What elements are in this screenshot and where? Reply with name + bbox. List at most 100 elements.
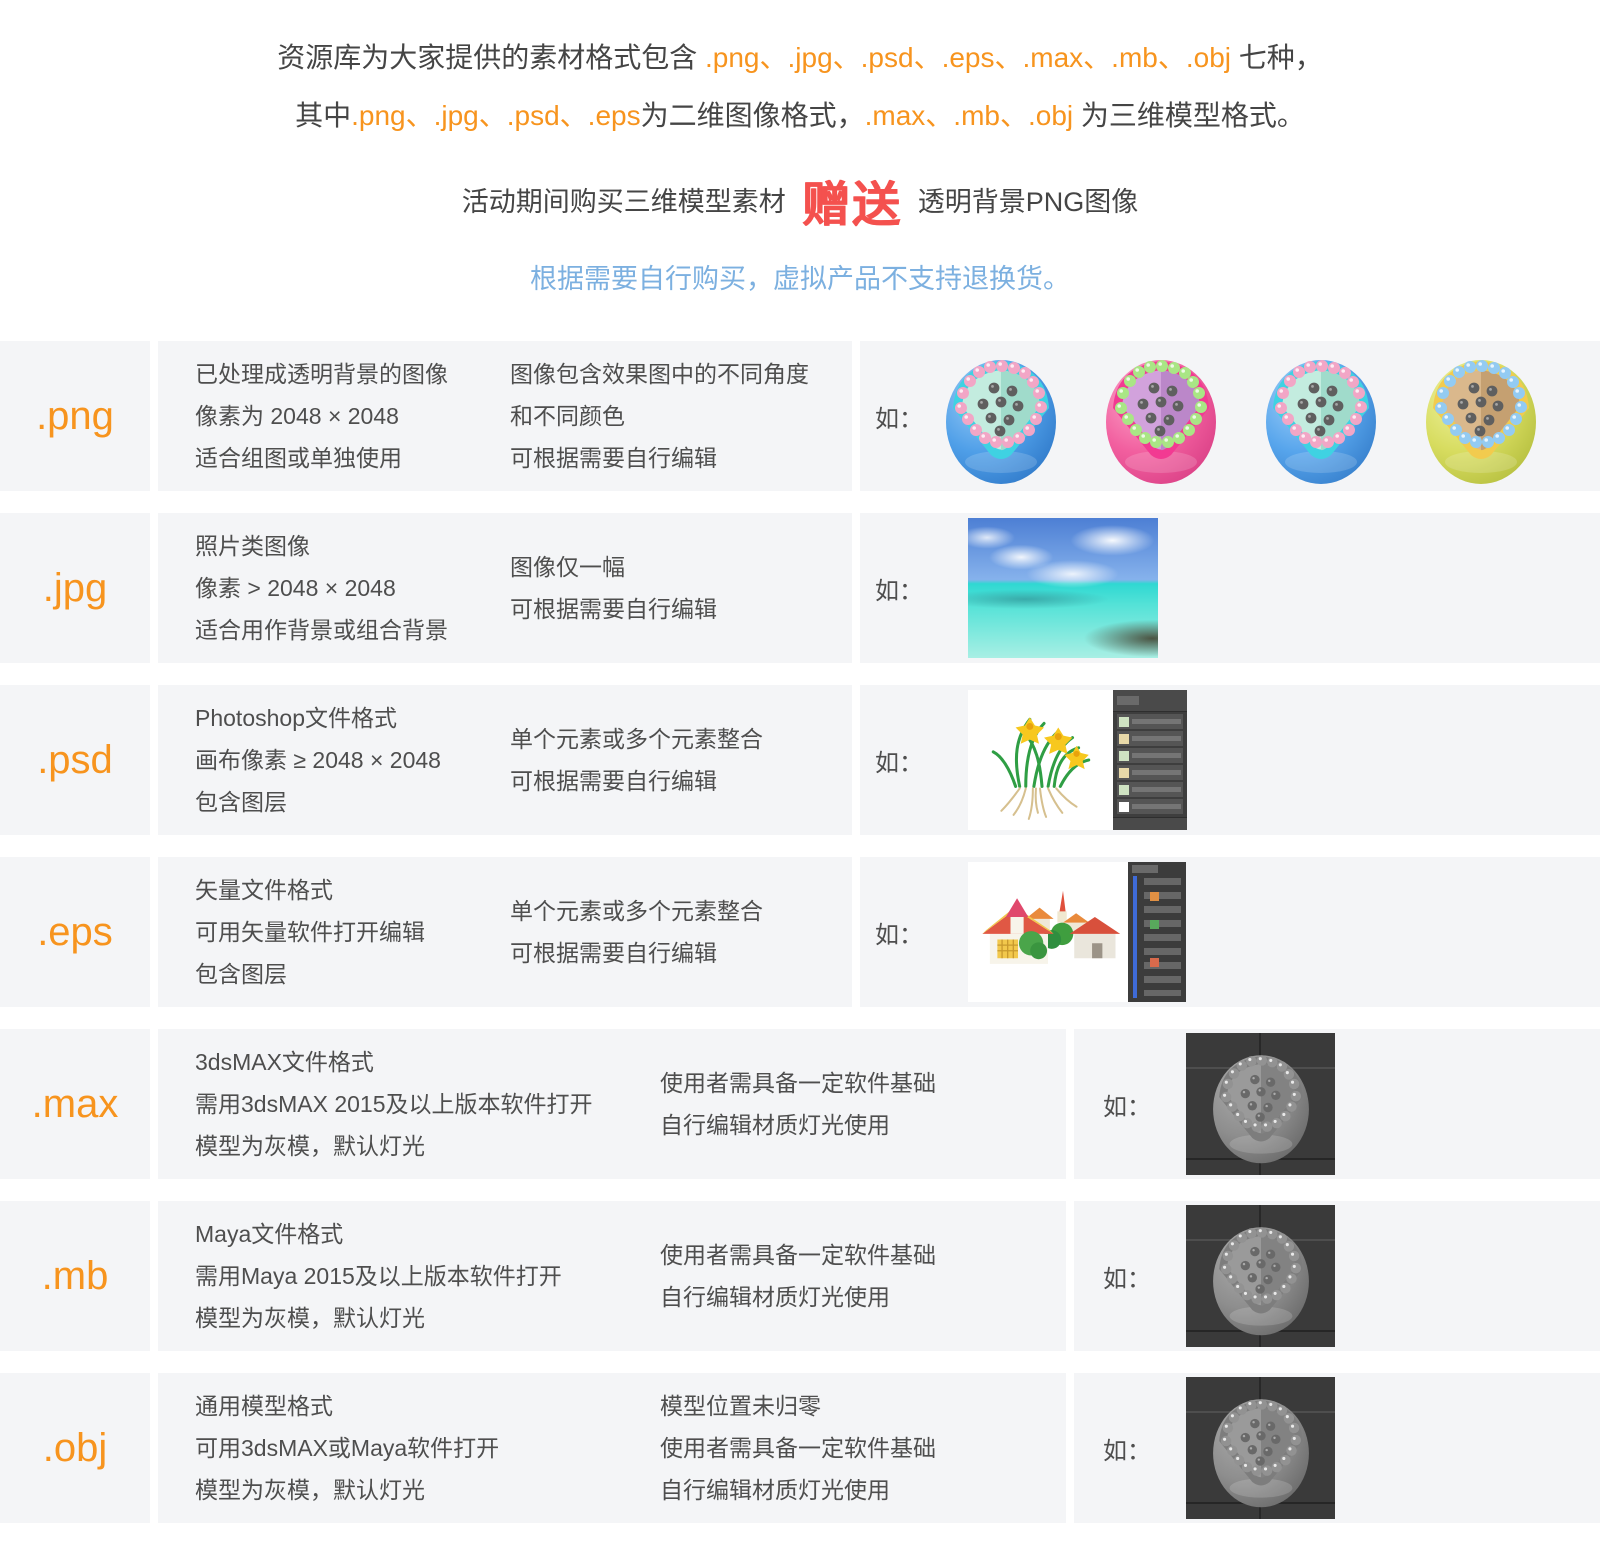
- obj-example-viewport: [1186, 1377, 1335, 1520]
- description-column-2: 图像仅一幅可根据需要自行编辑: [510, 546, 717, 630]
- panel-header: [1132, 865, 1158, 874]
- layer-row: [1117, 748, 1183, 764]
- jpg-example-beach-photo: [968, 518, 1158, 659]
- layer-thumbnail: [1119, 733, 1129, 744]
- format-row-jpg: .jpg 照片类图像 像素 > 2048 × 2048 适合用作背景或组合背景 图像…: [0, 513, 1600, 664]
- description-line: 已处理成透明背景的图像: [195, 361, 448, 388]
- layer-thumbnail: [1119, 801, 1129, 812]
- layer-row: [1117, 714, 1183, 730]
- format-description-cell: 通用模型格式 可用3dsMAX或Maya软件打开 模型为灰模，默认灯光 模型位置未归…: [158, 1373, 1066, 1524]
- description-line: 图像包含效果图中的不同角度: [510, 361, 809, 388]
- format-label-cell: .max: [0, 1029, 150, 1180]
- format-row-png: .png 已处理成透明背景的图像 像素为 2048 × 2048 适合组图或单独使用…: [0, 341, 1600, 492]
- description-line: 像素 > 2048 × 2048: [195, 575, 396, 602]
- layer-thumbnail: [1119, 716, 1129, 727]
- description-column-2: 使用者需具备一定软件基础 自行编辑材质灯光使用: [660, 1234, 936, 1318]
- format-row-psd: .psd Photoshop文件格式 画布像素 ≥ 2048 × 2048 包含图层…: [0, 685, 1600, 836]
- description-line: 自行编辑材质灯光使用: [660, 1477, 890, 1504]
- ball-image-blue-2: [1251, 346, 1391, 486]
- layer-name-bar: [1132, 787, 1181, 793]
- description-column-2: 模型位置未归零 使用者需具备一定软件基础 自行编辑材质灯光使用: [660, 1385, 936, 1511]
- promo-line: 活动期间购买三维模型素材 赠送 透明背景PNG图像: [0, 164, 1600, 234]
- eps-example-image: [968, 862, 1186, 1003]
- description-column-1: 已处理成透明背景的图像 像素为 2048 × 2048 适合组图或单独使用: [195, 353, 510, 479]
- format-label-cell: .jpg: [0, 513, 150, 664]
- description-line: 可根据需要自行编辑: [510, 596, 717, 623]
- description-line: 像素为 2048 × 2048: [195, 403, 399, 430]
- description-line: 模型位置未归零: [660, 1393, 821, 1420]
- format-name-mb: .mb: [41, 1253, 109, 1298]
- example-cell: 如：: [860, 685, 1600, 836]
- description-line: 矢量文件格式: [195, 877, 333, 904]
- description-line: 模型为灰模，默认灯光: [195, 1305, 425, 1332]
- promo-text-after: 透明背景PNG图像: [917, 186, 1139, 217]
- text-segment: 资源库为大家提供的素材格式包含: [277, 42, 705, 73]
- format-name-png: .png: [36, 393, 114, 438]
- description-line: 单个元素或多个元素整合: [510, 898, 763, 925]
- description-line: 可根据需要自行编辑: [510, 445, 717, 472]
- panel-footer: [1113, 817, 1187, 831]
- description-line: 可用3dsMAX或Maya软件打开: [195, 1435, 500, 1462]
- description-column-2: 单个元素或多个元素整合 可根据需要自行编辑: [510, 718, 763, 802]
- description-line: 通用模型格式: [195, 1393, 333, 1420]
- layer-name-bar: [1132, 736, 1181, 742]
- example-cell: 如：: [860, 513, 1600, 664]
- format-name-psd: .psd: [37, 737, 113, 782]
- layer-row: [1117, 731, 1183, 747]
- description-column-1: 矢量文件格式 可用矢量软件打开编辑 包含图层: [195, 869, 510, 995]
- format-description-cell: Maya文件格式需用Maya 2015及以上版本软件打开 模型为灰模，默认灯光 使…: [158, 1201, 1066, 1352]
- example-cell: 如：: [1074, 1029, 1600, 1180]
- format-name-obj: .obj: [42, 1425, 108, 1470]
- psd-example-image: [968, 690, 1187, 831]
- gift-badge: 赠送: [801, 179, 902, 233]
- description-line: 可根据需要自行编辑: [510, 940, 717, 967]
- ball-image-blue: [931, 346, 1071, 486]
- clay-model-render: [1200, 1215, 1322, 1337]
- layer-name-bar: [1132, 804, 1181, 810]
- description-line: Maya文件格式: [195, 1221, 344, 1248]
- description-column-1: 照片类图像 像素 > 2048 × 2048 适合用作背景或组合背景: [195, 525, 510, 651]
- description-line: 图像仅一幅: [510, 554, 625, 581]
- example-cell: 如：: [860, 341, 1600, 492]
- layer-thumbnail: [1119, 784, 1129, 795]
- format-name-jpg: .jpg: [42, 565, 108, 610]
- format-table: .png 已处理成透明背景的图像 像素为 2048 × 2048 适合组图或单独使用…: [0, 341, 1600, 1524]
- layer-thumbnail: [1150, 920, 1159, 930]
- layer-thumbnail: [1119, 750, 1129, 761]
- ball-image-yellow: [1411, 346, 1551, 486]
- format-name-max: .max: [31, 1081, 119, 1126]
- example-cell: 如：: [1074, 1373, 1600, 1524]
- example-label: 如：: [1103, 1265, 1151, 1293]
- description-column-2: 使用者需具备一定软件基础 自行编辑材质灯光使用: [660, 1062, 936, 1146]
- format-description-cell: 已处理成透明背景的图像 像素为 2048 × 2048 适合组图或单独使用 图像包含…: [158, 341, 852, 492]
- text-segment: 为三维模型格式。: [1073, 100, 1305, 132]
- format-label-cell: .eps: [0, 857, 150, 1008]
- description-line: 包含图层: [195, 961, 287, 988]
- description-line: 使用者需具备一定软件基础: [660, 1242, 936, 1269]
- example-cell: 如：: [860, 857, 1600, 1008]
- intro-section: 资源库为大家提供的素材格式包含 .png、.jpg、.psd、.eps、.max…: [0, 0, 1600, 295]
- text-segment: 其中: [295, 100, 352, 132]
- layer-thumbnail: [1150, 892, 1159, 902]
- description-line: Photoshop文件格式: [195, 705, 397, 732]
- layer-row: [1117, 782, 1183, 798]
- description-line: 照片类图像: [195, 533, 310, 560]
- example-label: 如：: [875, 405, 923, 433]
- description-line: 画布像素 ≥ 2048 × 2048: [195, 747, 441, 774]
- text-segment: 七种，: [1231, 42, 1323, 73]
- description-line: 需用Maya 2015及以上版本软件打开: [195, 1263, 562, 1290]
- description-line: 自行编辑材质灯光使用: [660, 1112, 890, 1139]
- layer-name-bar: [1132, 770, 1181, 776]
- text-segment: .max、.mb、.obj: [864, 100, 1074, 132]
- example-label: 如：: [875, 921, 923, 949]
- format-row-eps: .eps 矢量文件格式 可用矢量软件打开编辑 包含图层 单个元素或多个元素整合 可根据…: [0, 857, 1600, 1008]
- description-line: 可根据需要自行编辑: [510, 768, 717, 795]
- ball-image-pink: [1091, 346, 1231, 486]
- max-example-viewport: [1186, 1033, 1335, 1176]
- promo-text-before: 活动期间购买三维模型素材: [461, 186, 786, 217]
- notice-line: 根据需要自行购买，虚拟产品不支持退换货。: [530, 264, 1070, 295]
- intro-line-1: 资源库为大家提供的素材格式包含 .png、.jpg、.psd、.eps、.max…: [0, 42, 1600, 74]
- format-description-cell: 照片类图像 像素 > 2048 × 2048 适合用作背景或组合背景 图像仅一幅 可根…: [158, 513, 852, 664]
- format-row-max: .max 3dsMAX文件格式 需用3dsMAX 2015及以上版本软件打开 模型为…: [0, 1029, 1600, 1180]
